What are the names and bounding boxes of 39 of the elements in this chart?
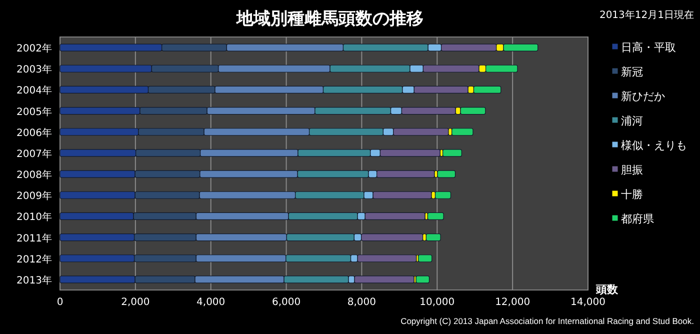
legend-label: 新ひだか (621, 90, 665, 103)
text: 2013年12月1日現在 (599, 9, 694, 21)
legend-label: 胆振 (621, 164, 643, 176)
text: Copyright (C) 2013 Japan Association for International Racing and Stud Book. (400, 316, 694, 326)
y-tick-label: 2004年 (16, 84, 52, 97)
y-tick-label: 2003年 (16, 64, 52, 76)
y-tick-label: 2013年 (16, 274, 52, 286)
y-tick-label: 2007年 (16, 148, 52, 160)
legend-label: 都府県 (621, 212, 654, 226)
bar (442, 149, 462, 157)
y-tick-label: 2009年 (16, 190, 52, 202)
legend-label: 浦河 (621, 114, 643, 128)
bar (434, 191, 452, 199)
y-tick-label: 2010年 (16, 211, 52, 224)
x-tick-label: 2,000 (121, 297, 150, 308)
y-tick-label: 2005年 (16, 106, 52, 118)
bar (418, 254, 432, 262)
legend-label: 日高・平取 (621, 41, 676, 54)
x-tick-label: 6,000 (272, 297, 301, 308)
x-tick-label: 0 (56, 297, 64, 308)
x-tick-label: 12,000 (495, 297, 530, 308)
bar (426, 233, 441, 242)
x-tick-label: 8,000 (347, 297, 376, 308)
x-tick-label: 14,000 (570, 297, 606, 308)
x-tick-label: 10,000 (420, 297, 455, 308)
bar (437, 170, 456, 178)
y-tick-label: 2008年 (16, 169, 52, 182)
bar (427, 212, 444, 220)
legend-label: 十勝 (621, 188, 643, 201)
y-tick-label: 2012年 (16, 253, 52, 266)
y-tick-label: 2002年 (16, 42, 52, 55)
chart-title: 地域別種雌馬頭数の推移 (236, 9, 424, 29)
y-tick-label: 2011年 (16, 232, 52, 244)
legend-label: 様似・えりも (621, 139, 687, 152)
bar (452, 128, 474, 136)
x-tick-label: 4,000 (196, 297, 226, 308)
legend-label: 新冠 (621, 66, 643, 78)
x-axis-title: 頭数 (595, 283, 619, 296)
y-tick-label: 2006年 (16, 126, 52, 139)
